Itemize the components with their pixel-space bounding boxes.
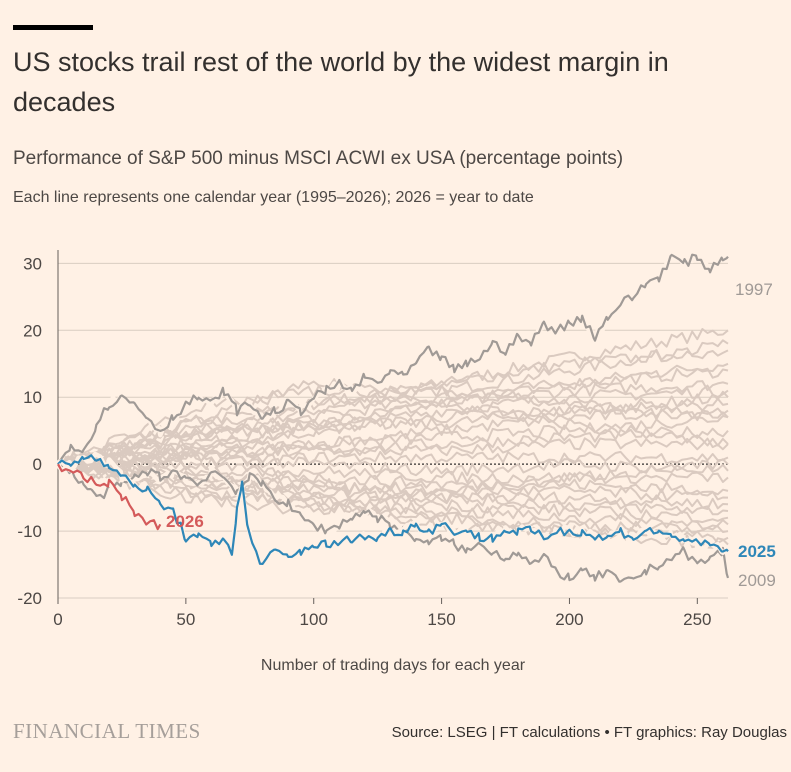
- background-year-line: [57, 414, 729, 471]
- y-tick-label: -10: [17, 522, 42, 541]
- background-year-line: [57, 463, 729, 524]
- x-tick-label: 0: [53, 610, 62, 629]
- y-tick-label: 10: [23, 388, 42, 407]
- highlighted-year-lines: [56, 251, 731, 588]
- series-line-2009: [57, 463, 730, 583]
- series-label-2026: 2026: [166, 512, 204, 531]
- y-tick-label: 0: [33, 455, 42, 474]
- x-tick-label: 100: [300, 610, 328, 629]
- x-axis-label: Number of trading days for each year: [261, 657, 526, 674]
- series-line-2025: [57, 454, 729, 565]
- series-line-1997: [57, 253, 729, 465]
- background-year-line: [57, 367, 729, 469]
- background-year-line: [57, 459, 729, 531]
- chart-note: Each line represents one calendar year (…: [13, 189, 534, 206]
- x-tick-label: 150: [427, 610, 455, 629]
- series-label-2009: 2009: [738, 571, 776, 590]
- background-year-line: [57, 397, 729, 469]
- source-credit: Source: LSEG | FT calculations • FT grap…: [391, 724, 787, 741]
- chart-subtitle: Performance of S&P 500 minus MSCI ACWI e…: [13, 148, 624, 169]
- y-tick-label: 20: [23, 321, 42, 340]
- background-year-line: [57, 437, 729, 470]
- ft-top-bar: [13, 25, 93, 30]
- series-label-1997: 1997: [735, 280, 773, 299]
- series-line-2026: [57, 463, 162, 531]
- y-tick-label: -20: [17, 589, 42, 608]
- background-year-line: [57, 458, 729, 516]
- background-year-line: [57, 460, 729, 502]
- x-tick-label: 250: [683, 610, 711, 629]
- chart-title: US stocks trail rest of the world by the…: [13, 47, 669, 117]
- background-year-line: [57, 378, 729, 465]
- background-year-line: [57, 457, 729, 497]
- ft-logo: FINANCIAL TIMES: [13, 719, 201, 743]
- x-tick-label: 50: [176, 610, 195, 629]
- background-year-line: [57, 451, 729, 477]
- background-year-lines: [57, 328, 729, 549]
- background-year-line: [57, 426, 729, 470]
- x-tick-label: 200: [555, 610, 583, 629]
- series-labels: 1997 2009 2025 2026: [166, 280, 776, 590]
- series-label-2025: 2025: [738, 542, 776, 561]
- y-tick-label: 30: [23, 254, 42, 273]
- background-year-line: [57, 384, 729, 469]
- background-year-line: [57, 328, 729, 470]
